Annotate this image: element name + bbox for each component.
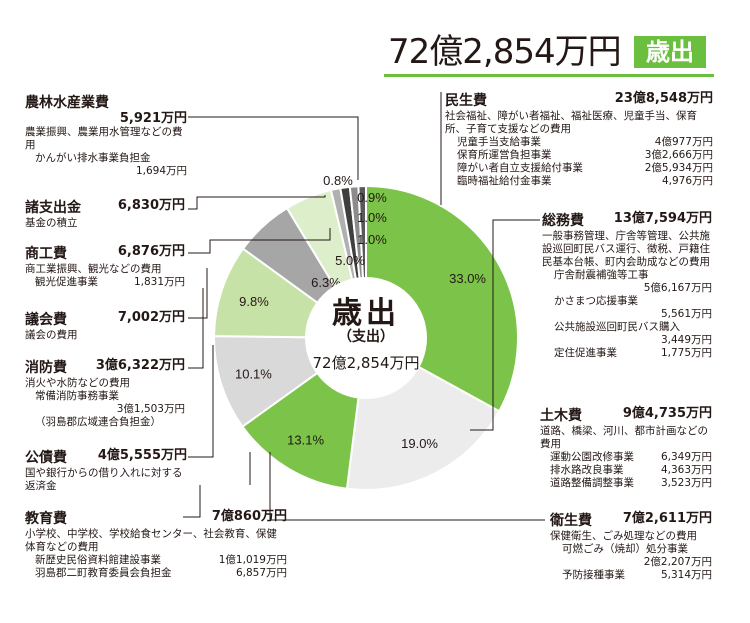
page-header: 72億2,854万円 歳出 (384, 30, 714, 77)
pie-label-2: 13.1% (287, 432, 324, 447)
pie-label-10: 0.8% (323, 173, 353, 188)
pie-label-3: 10.1% (235, 366, 272, 381)
pie-label-1: 19.0% (401, 436, 438, 451)
leader-line-norin (188, 116, 359, 180)
category-amount: 23億8,548万円 (614, 91, 713, 106)
total-amount: 72億2,854万円 (388, 32, 622, 72)
block-shoko: 商工費 6,876万円 商工業振興、観光などの費用 観光促進事業 1,831万円 (25, 244, 185, 289)
leader-line-shoshi (188, 195, 326, 210)
pie-center-disc (305, 277, 427, 399)
pie-label-4: 9.8% (239, 294, 269, 309)
leader-line-shobo (188, 288, 204, 369)
block-eisei: 衛生費 7億2,611万円 保健衛生、ごみ処理などの費用 可燃ごみ（焼却）処分事業… (550, 511, 712, 582)
header-rule (384, 74, 714, 77)
block-norin: 農林水産業費 5,921万円 農業振興、農業用水管理などの費用 かんがい排水事業… (25, 95, 187, 177)
pie-label-7: 1.0% (357, 232, 387, 247)
pie-center-subtitle: （支出） (338, 329, 394, 345)
category-desc: 社会福祉、障がい者福祉、福祉医療、児童手当、保育所、子育て支援などの費用 (445, 110, 697, 135)
pie-center-total: 72億2,854万円 (312, 354, 420, 372)
leader-line-shoko (188, 228, 331, 254)
leader-line-somu (470, 219, 540, 431)
block-kyoiku: 教育費 7億860万円 小学校、中学校、学校給食センター、社会教育、保健体育などの… (25, 509, 287, 580)
leader-line-eisei (269, 452, 545, 521)
expenditure-badge: 歳出 (634, 36, 706, 68)
block-somu: 総務費 13億7,594万円 一般事務管理、庁舎等管理、公共施設巡回町民バス運行、… (542, 211, 712, 360)
category-name: 民生費 (445, 93, 487, 109)
block-doboku: 土木費 9億4,735万円 道路、橋梁、河川、都市計画などの費用 運動公園改修事業… (540, 406, 712, 490)
pie-label-9: 0.9% (357, 190, 387, 205)
pie-center-title: 歳出 (332, 296, 400, 331)
block-minsei: 民生費 23億8,548万円 社会福祉、障がい者福祉、福祉医療、児童手当、保育所、… (445, 91, 713, 188)
pie-label-8: 1.0% (357, 210, 387, 225)
block-shoshi: 諸支出金 6,830万円 基金の積立 (25, 198, 185, 230)
pie-label-0: 33.0% (449, 271, 486, 286)
block-gikai: 議会費 7,002万円 議会の費用 (25, 310, 185, 342)
block-shobo: 消防費 3億6,322万円 消火や水防などの費用 常備消防事務事業 3億1,503… (25, 358, 185, 429)
leader-line-kosai (188, 345, 214, 458)
block-kosai: 公債費 4億5,555万円 国や銀行からの借り入れに対する返済金 (25, 448, 187, 493)
leader-line-gikai (188, 268, 208, 319)
pie-label-6: 5.0% (335, 253, 365, 268)
leader-line-kyoiku (183, 485, 201, 518)
